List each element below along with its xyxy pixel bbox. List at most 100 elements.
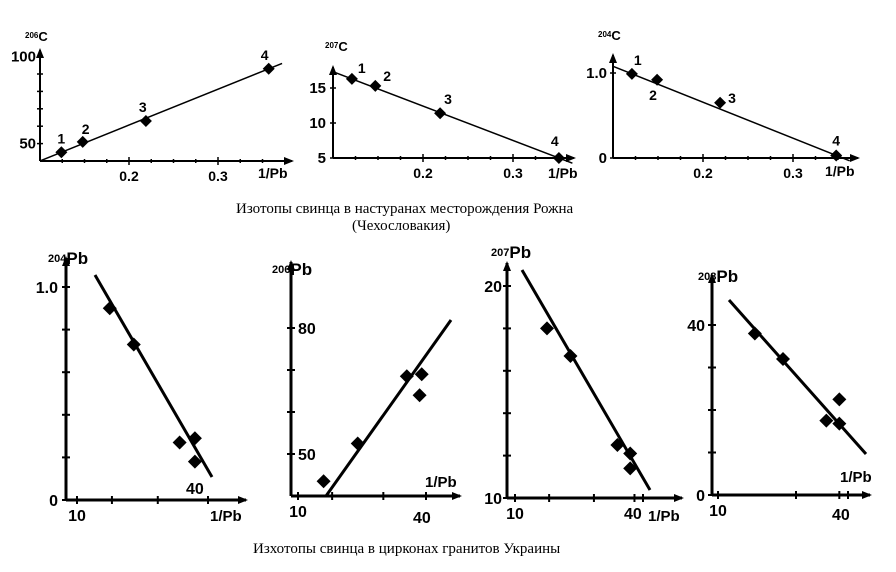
data-point-marker	[369, 79, 382, 92]
x-tick-label: 40	[832, 507, 850, 524]
data-point-marker	[412, 388, 427, 403]
y-tick-label: 0	[696, 488, 705, 505]
point-label: 3	[139, 99, 147, 115]
x-axis-label: 1/Pb	[210, 508, 242, 525]
data-point-marker	[187, 431, 202, 446]
y-tick-label: 50	[19, 136, 36, 153]
x-tick-label: 40	[186, 481, 204, 498]
x-axis-label: 1/Pb	[840, 469, 872, 486]
fit-line	[612, 65, 850, 162]
x-axis-label: 1/Pb	[425, 474, 457, 491]
data-point-marker	[540, 321, 554, 336]
x-tick-label: 0.2	[119, 168, 139, 184]
data-point-marker	[345, 72, 358, 85]
data-point-marker	[126, 337, 141, 352]
data-point-marker	[563, 348, 578, 363]
y-tick-label: 10	[484, 491, 502, 508]
data-point-marker	[747, 326, 762, 341]
data-point-marker	[832, 416, 847, 431]
y-tick-label: 40	[687, 318, 705, 335]
y-tick-label: 10	[309, 115, 326, 132]
x-axis-label: 1/Pb	[825, 163, 855, 179]
y-axis-label: 208Pb	[698, 267, 738, 286]
point-label: 1	[634, 52, 642, 68]
data-point-marker	[76, 135, 89, 148]
y-tick-label: 0	[49, 493, 58, 510]
data-point-marker	[552, 152, 565, 164]
y-axis-label: 206Pb	[272, 260, 312, 279]
y-tick-label: 15	[309, 80, 326, 97]
data-point-marker	[832, 392, 847, 407]
data-point-marker	[625, 67, 638, 80]
x-tick-label: 0.3	[503, 165, 523, 181]
data-point-marker	[819, 413, 834, 428]
y-axis-label: 207C	[325, 39, 348, 54]
x-tick-label: 10	[506, 506, 524, 523]
data-point-marker	[714, 96, 727, 109]
data-point-marker	[830, 149, 843, 162]
data-point-marker	[262, 62, 275, 75]
data-point-marker	[623, 461, 638, 476]
x-tick-label: 40	[413, 510, 431, 527]
data-point-marker	[610, 438, 625, 452]
fit-line	[39, 62, 283, 162]
data-point-marker	[102, 301, 117, 316]
data-point-marker	[172, 435, 187, 450]
data-point-marker	[187, 454, 202, 469]
chart-3: 204C 1/Pb 0.2 0.3 0 1.0 1 2 3 4	[586, 28, 860, 181]
chart-4: 204Pb 1/Pb 10 40 0 1.0	[36, 249, 248, 525]
point-label: 1	[57, 130, 65, 146]
caption-top-line1: Изотопы свинца в настуранах месторождени…	[236, 201, 574, 217]
x-tick-label: 0.2	[413, 165, 433, 181]
fit-line	[332, 70, 573, 164]
chart-7: 208Pb 1/Pb 10 40 0 40	[687, 267, 872, 524]
y-tick-label: 0	[599, 150, 607, 167]
data-point-marker	[623, 446, 638, 461]
x-tick-label: 10	[68, 508, 86, 525]
data-point-marker	[350, 436, 365, 451]
fit-line	[324, 319, 453, 497]
caption-top-line2: (Чехословакия)	[352, 218, 451, 234]
chart-1: 206C 1/Pb 0.2 0.3 50 100 1 2 3 4	[11, 29, 294, 184]
y-tick-label: 100	[11, 49, 36, 66]
data-point-marker	[139, 114, 152, 127]
y-tick-label: 1.0	[586, 65, 607, 82]
x-axis-label: 1/Pb	[548, 165, 578, 181]
y-axis-label: 204Pb	[48, 249, 88, 268]
data-point-marker	[55, 146, 68, 159]
x-tick-label: 0.2	[693, 165, 713, 181]
data-point-marker	[414, 367, 429, 382]
x-tick-label: 40	[624, 506, 642, 523]
x-tick-label: 0.3	[783, 165, 803, 181]
y-axis-label: 206C	[25, 29, 48, 44]
data-point-marker	[399, 369, 414, 384]
y-tick-label: 1.0	[36, 280, 58, 297]
chart-5: 206Pb 1/Pb 10 40 50 80	[272, 260, 462, 527]
point-label: 4	[832, 132, 840, 148]
data-point-marker	[434, 107, 447, 120]
y-tick-label: 20	[484, 279, 502, 296]
fit-line	[727, 299, 868, 455]
point-label: 1	[358, 60, 366, 76]
data-point-marker	[316, 474, 331, 489]
chart-6: 207Pb 1/Pb 10 40 10 20	[484, 243, 684, 525]
point-label: 2	[649, 87, 657, 103]
caption-bottom: Изхотопы свинца в цирконах гранитов Укра…	[253, 541, 561, 557]
y-axis-label: 207Pb	[491, 243, 531, 262]
point-label: 3	[728, 90, 736, 106]
chart-2: 207C 1/Pb 0.2 0.3 5 10 15 1 2 3 4	[309, 39, 577, 181]
x-axis-label: 1/Pb	[258, 165, 288, 181]
point-label: 4	[551, 133, 559, 149]
x-tick-label: 10	[709, 503, 727, 520]
point-label: 2	[82, 121, 90, 137]
y-axis-label: 204C	[598, 28, 621, 43]
y-tick-label: 50	[298, 447, 316, 464]
point-label: 3	[444, 91, 452, 107]
data-point-marker	[651, 73, 664, 86]
y-tick-label: 80	[298, 321, 316, 338]
y-tick-label: 5	[318, 150, 326, 167]
x-tick-label: 10	[289, 504, 307, 521]
point-label: 4	[261, 47, 269, 63]
x-axis-label: 1/Pb	[648, 508, 680, 525]
